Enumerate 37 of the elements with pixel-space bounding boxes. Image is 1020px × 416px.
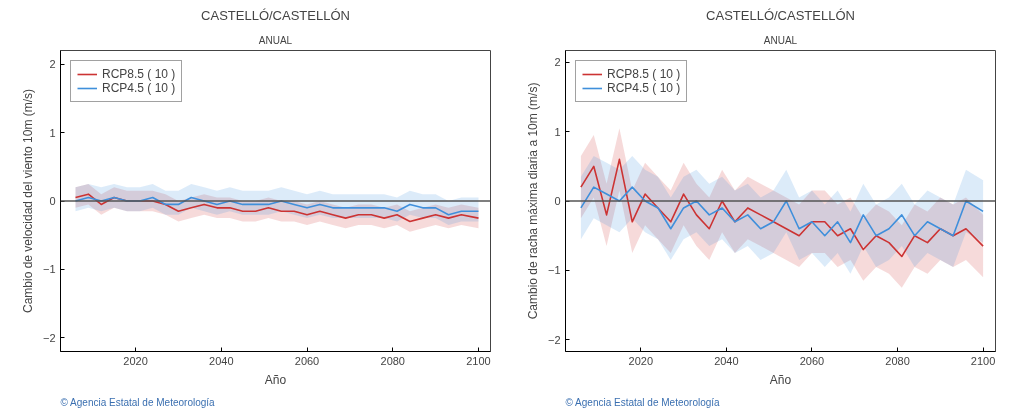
y-tick-label: 1 <box>554 125 561 138</box>
x-tick-label: 2040 <box>714 354 739 367</box>
x-tick-label: 2080 <box>885 354 910 367</box>
text: © Agencia Estatal de Meteorología <box>565 396 721 408</box>
legend-label: RCP4.5 ( 10 ) <box>102 81 176 95</box>
x-tick-label: 2020 <box>123 354 148 367</box>
y-tick-label: −2 <box>547 333 561 346</box>
legend-label: RCP8.5 ( 10 ) <box>607 67 681 81</box>
y-tick-label: 2 <box>49 58 56 71</box>
chart-title: CASTELLÓ/CASTELLÓN <box>706 7 855 23</box>
x-tick-label: 2100 <box>466 354 491 367</box>
chart-title: CASTELLÓ/CASTELLÓN <box>201 7 350 23</box>
y-axis-title: Cambio de velocidad del viento 10m (m/s) <box>20 88 35 314</box>
x-axis-title: Año <box>264 372 287 387</box>
y-tick-label: 0 <box>554 195 561 207</box>
text: © Agencia Estatal de Meteorología <box>60 396 216 408</box>
line-series <box>580 158 984 258</box>
y-tick-label: 0 <box>49 195 56 207</box>
x-tick-label: 2080 <box>380 354 405 367</box>
x-tick-label: 2040 <box>209 354 234 367</box>
x-tick-label: 2100 <box>970 354 996 367</box>
y-tick-label: −1 <box>42 263 56 276</box>
legend-label: RCP4.5 ( 10 ) <box>607 81 681 95</box>
x-tick-label: 2060 <box>799 354 825 367</box>
y-tick-label: 2 <box>554 56 561 69</box>
chart-subtitle: ANUAL <box>258 34 293 46</box>
y-tick-label: 1 <box>49 126 56 139</box>
x-tick-label: 2060 <box>294 354 320 367</box>
y-tick-label: −2 <box>42 331 56 344</box>
y-axis-title: Cambio de racha máxima diaria a 10m (m/s) <box>525 82 540 320</box>
x-axis-title: Año <box>769 372 792 387</box>
legend-label: RCP8.5 ( 10 ) <box>102 67 176 81</box>
line-series <box>74 193 480 223</box>
chart-subtitle: ANUAL <box>763 34 798 46</box>
line-series <box>580 186 984 244</box>
x-tick-label: 2020 <box>628 354 654 367</box>
y-tick-label: −1 <box>547 264 561 277</box>
